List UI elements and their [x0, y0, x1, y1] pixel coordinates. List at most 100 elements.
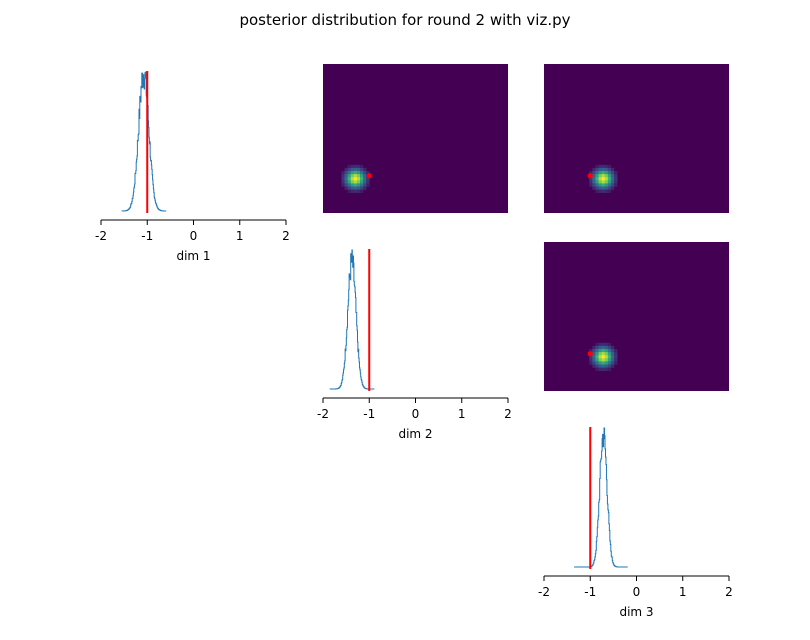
heatmap-cell: [607, 170, 612, 175]
heatmap-cell: [344, 170, 348, 175]
heatmap-cell: [601, 170, 606, 175]
heatmap-cell: [356, 183, 361, 187]
heatmap-cell: [607, 348, 612, 353]
heatmap-cell: [353, 164, 358, 169]
heatmap-cell: [614, 358, 618, 362]
heatmap-cell: [607, 342, 612, 347]
heatmap-cell: [595, 174, 599, 178]
heatmap-cell: [607, 364, 612, 368]
heatmap-cell: [350, 189, 355, 193]
heatmap-cell: [353, 180, 358, 184]
heatmap-cell: [360, 164, 364, 169]
heatmap-cell: [592, 174, 596, 178]
heatmap-cell: [598, 342, 602, 347]
heatmap-cell: [601, 364, 606, 368]
heatmap-cell: [601, 164, 606, 169]
heatmap-cell: [353, 167, 358, 172]
heatmap-cell: [363, 170, 367, 175]
heatmap-cell: [344, 183, 348, 187]
heatmap-cell: [592, 186, 596, 190]
heatmap-cell: [353, 183, 358, 187]
heatmap-cell: [360, 189, 364, 193]
heatmap-cell: [356, 189, 361, 193]
heatmap-cell: [598, 174, 602, 178]
heatmap-cell: [592, 364, 596, 368]
heatmap-cell: [350, 180, 355, 184]
heatmap-cell: [614, 348, 618, 353]
heatmap-cell: [610, 174, 615, 178]
heatmap-cell: [604, 358, 609, 362]
heatmap-cell: [356, 177, 361, 181]
heatmap-cell: [592, 183, 596, 187]
heatmap-cell: [589, 348, 593, 353]
heatmap-cell: [363, 183, 367, 187]
true-value-point: [587, 351, 593, 357]
heatmap-cell: [366, 180, 370, 184]
heatmap-cell: [601, 367, 606, 371]
x-axis-label: dim 3: [619, 605, 653, 619]
heatmap-cell: [341, 170, 345, 175]
heatmap-cell: [595, 345, 599, 350]
heatmap-cell: [614, 183, 618, 187]
heatmap-cell: [604, 367, 609, 371]
histogram-line: [574, 427, 628, 568]
heatmap-cell: [601, 358, 606, 362]
heatmap-cell: [350, 167, 355, 172]
heatmap-cell: [347, 164, 352, 169]
heatmap-cell: [360, 177, 364, 181]
true-value-point: [366, 173, 372, 179]
heatmap-cell: [607, 352, 612, 356]
heatmap-cell: [601, 167, 606, 172]
x-tick-label: 0: [190, 229, 198, 243]
heatmap-cell: [614, 352, 618, 356]
heatmap-cell: [604, 355, 609, 359]
heatmap-cell: [595, 367, 599, 371]
heatmap-cell: [610, 183, 615, 187]
heatmap-cell: [601, 189, 606, 193]
x-tick-label: 2: [504, 407, 512, 421]
heatmap-cell: [592, 167, 596, 172]
heatmap-cell: [601, 352, 606, 356]
x-axis-label: dim 1: [176, 249, 210, 263]
heatmap-cell: [614, 174, 618, 178]
heatmap-cell: [614, 180, 618, 184]
x-tick-label: 1: [679, 585, 687, 599]
heatmap-cell: [598, 183, 602, 187]
heatmap-cell: [356, 170, 361, 175]
heatmap-cell: [607, 355, 612, 359]
heatmap-cell: [595, 164, 599, 169]
heatmap-panel-1-3: [544, 64, 729, 213]
heatmap-panel-1-2: [323, 64, 508, 213]
heatmap-cell: [356, 186, 361, 190]
heatmap-cell: [341, 183, 345, 187]
heatmap-cell: [601, 361, 606, 365]
heatmap-cell: [598, 361, 602, 365]
heatmap-cell: [589, 358, 593, 362]
heatmap-cell: [592, 361, 596, 365]
heatmap-cell: [607, 358, 612, 362]
heatmap-cell: [604, 186, 609, 190]
heatmap-cell: [363, 174, 367, 178]
heatmap-cell: [614, 361, 618, 365]
heatmap-cell: [607, 164, 612, 169]
heatmap-cell: [604, 167, 609, 172]
heatmap-cell: [595, 342, 599, 347]
heatmap-cell: [598, 164, 602, 169]
heatmap-cell: [347, 186, 352, 190]
heatmap-cell: [353, 174, 358, 178]
heatmap-cell: [604, 183, 609, 187]
heatmap-cell: [601, 348, 606, 353]
figure-title: posterior distribution for round 2 with …: [239, 11, 570, 29]
x-tick-label: -1: [141, 229, 153, 243]
heatmap-cell: [604, 361, 609, 365]
heatmap-cell: [344, 174, 348, 178]
heatmap-cell: [604, 364, 609, 368]
heatmap-cell: [363, 167, 367, 172]
heatmap-cell: [356, 174, 361, 178]
x-axis-label: dim 2: [398, 427, 432, 441]
heatmap-cell: [598, 170, 602, 175]
heatmap-cell: [610, 345, 615, 350]
heatmap-cell: [347, 180, 352, 184]
heatmap-cell: [614, 355, 618, 359]
